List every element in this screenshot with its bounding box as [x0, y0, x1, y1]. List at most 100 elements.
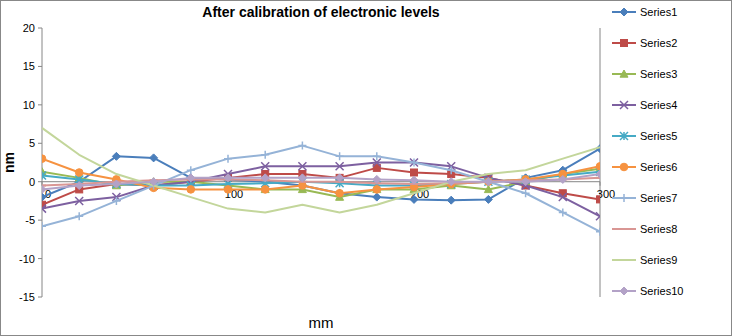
- marker: [187, 166, 195, 174]
- legend-marker: [620, 228, 628, 230]
- marker: [373, 186, 381, 194]
- marker: [410, 176, 418, 184]
- marker: [75, 197, 83, 205]
- marker: [336, 189, 344, 197]
- marker: [373, 175, 381, 183]
- marker: [410, 159, 418, 167]
- y-tick: [38, 258, 42, 259]
- x-axis-label: mm: [309, 314, 334, 331]
- x-tick: [600, 182, 601, 186]
- marker: [42, 193, 46, 201]
- legend-marker: [621, 40, 628, 47]
- legend-label: Series1: [640, 6, 677, 18]
- marker: [42, 172, 46, 180]
- marker: [484, 178, 492, 186]
- legend-marker: [620, 163, 628, 171]
- marker: [373, 152, 381, 160]
- marker: [261, 151, 269, 159]
- marker: [484, 178, 492, 186]
- series-line: [42, 174, 600, 189]
- marker: [75, 169, 83, 177]
- y-tick-label: 15: [23, 60, 35, 72]
- series-line: [42, 168, 600, 205]
- y-tick-label: 5: [29, 137, 35, 149]
- marker: [150, 154, 158, 162]
- y-tick: [38, 143, 42, 144]
- marker: [298, 142, 306, 150]
- legend-swatch: [612, 259, 636, 261]
- marker: [42, 205, 46, 213]
- legend-label: Series7: [640, 192, 677, 204]
- legend-marker: [620, 70, 628, 77]
- series-line: [42, 128, 600, 213]
- marker: [485, 178, 493, 186]
- legend-label: Series5: [640, 130, 677, 142]
- y-tick: [38, 181, 42, 182]
- marker: [559, 208, 567, 216]
- y-tick: [38, 66, 42, 67]
- marker: [484, 178, 492, 186]
- marker: [596, 228, 600, 236]
- legend-marker: [620, 101, 628, 109]
- legend-label: Series3: [640, 68, 677, 80]
- y-tick-label: 20: [23, 22, 35, 34]
- legend-label: Series8: [640, 223, 677, 235]
- marker: [596, 212, 600, 220]
- marker: [75, 212, 83, 220]
- marker: [113, 181, 120, 188]
- marker: [410, 159, 418, 167]
- legend-marker: [620, 194, 628, 202]
- legend-label: Series2: [640, 37, 677, 49]
- marker: [484, 195, 492, 203]
- marker: [373, 185, 381, 192]
- marker: [336, 162, 344, 170]
- y-tick-label: 10: [23, 99, 35, 111]
- marker: [42, 222, 46, 230]
- marker: [596, 163, 600, 171]
- chart-border: [1, 1, 732, 336]
- marker: [410, 195, 418, 203]
- marker: [336, 189, 344, 197]
- marker: [42, 185, 46, 193]
- marker: [298, 162, 306, 170]
- legend-label: Series6: [640, 161, 677, 173]
- marker: [298, 182, 306, 190]
- marker: [42, 155, 46, 163]
- marker: [187, 186, 195, 194]
- marker: [336, 152, 344, 160]
- y-tick-label: 0: [29, 176, 35, 188]
- legend-label: Series4: [640, 99, 677, 111]
- legend-marker: [620, 8, 628, 16]
- marker: [597, 196, 601, 203]
- marker: [298, 174, 306, 182]
- y-tick: [38, 28, 42, 29]
- marker: [224, 174, 232, 182]
- marker: [373, 193, 381, 201]
- marker: [559, 175, 567, 183]
- marker: [447, 166, 455, 174]
- marker: [187, 174, 195, 182]
- legend-swatch: [612, 228, 636, 230]
- marker: [411, 169, 418, 176]
- marker: [596, 170, 600, 178]
- marker: [261, 162, 269, 170]
- marker: [224, 155, 232, 163]
- marker: [261, 186, 269, 194]
- marker: [224, 186, 232, 194]
- legend: Series1 Series2 Series3 Series4 Series5 Serie…: [612, 6, 683, 297]
- y-tick: [38, 104, 42, 105]
- legend-label: Series10: [640, 285, 683, 297]
- marker: [112, 180, 120, 188]
- marker: [112, 180, 120, 188]
- marker: [112, 197, 120, 205]
- chart: After calibration of electronic levelsnm…: [0, 0, 732, 336]
- y-tick-label: -15: [19, 291, 35, 303]
- marker: [559, 193, 567, 201]
- plot-area: [42, 128, 600, 236]
- marker: [522, 189, 530, 197]
- y-tick-label: -5: [25, 214, 35, 226]
- marker: [484, 185, 492, 192]
- title: After calibration of electronic levels: [202, 4, 440, 20]
- legend-marker: [620, 132, 628, 140]
- marker: [522, 178, 530, 186]
